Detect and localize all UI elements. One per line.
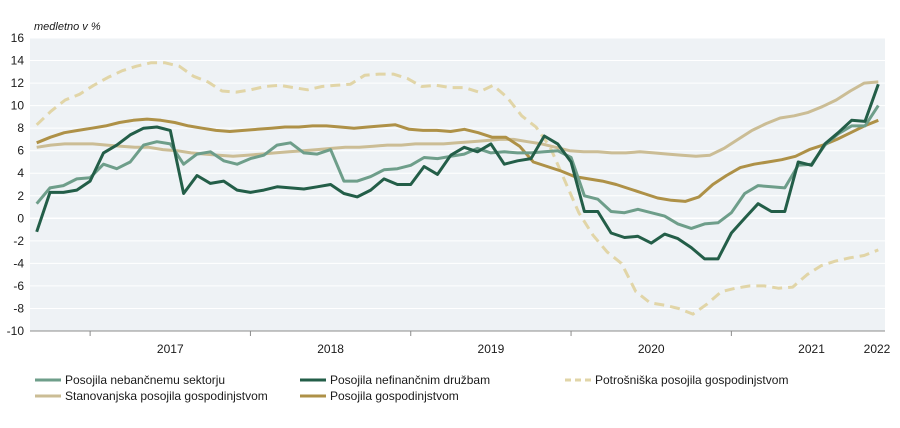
unit-label: medletno v %: [34, 21, 101, 33]
y-tick-label: -8: [13, 301, 24, 315]
y-tick-label: 0: [17, 211, 24, 225]
legend-label: Posojila gospodinjstvom: [330, 389, 459, 403]
y-tick-label: 16: [11, 31, 25, 45]
x-tick-label: 2022: [864, 342, 891, 356]
series-line: [35, 61, 879, 316]
legend-label: Stanovanjska posojila gospodinjstvom: [65, 389, 268, 403]
y-tick-label: 12: [11, 76, 25, 90]
series-line: [35, 104, 880, 230]
series-lines: [35, 61, 880, 316]
y-tick-label: -10: [7, 324, 25, 338]
axes: 16 14 12 10 8 6 4 2 0 -2 -4 -6 -8 -10 2017 2018 2019 2020…: [7, 31, 891, 356]
y-tick-label: -2: [13, 234, 24, 248]
y-tick-label: 4: [17, 166, 24, 180]
y-tick-label: 2: [17, 189, 24, 203]
legend: Posojila nebančnemu sektorju Posojila nef…: [35, 373, 788, 403]
x-tick-label: 2019: [478, 342, 505, 356]
y-tick-label: -6: [13, 279, 24, 293]
legend-label: Posojila nefinančnim družbam: [330, 373, 490, 387]
x-tick-label: 2020: [638, 342, 665, 356]
y-tick-label: -4: [13, 256, 24, 270]
x-tick-label: 2017: [157, 342, 184, 356]
x-tick-label: 2021: [798, 342, 825, 356]
x-tick-label: 2018: [317, 342, 344, 356]
y-tick-label: 14: [11, 54, 25, 68]
series-line: [36, 117, 879, 203]
legend-label: Potrošniška posojila gospodinjstvom: [595, 373, 788, 387]
y-tick-label: 10: [11, 99, 25, 113]
y-tick-label: 6: [17, 144, 24, 158]
y-tick-label: 8: [17, 121, 24, 135]
series-line: [36, 80, 879, 158]
series-line: [35, 83, 880, 261]
legend-label: Posojila nebančnemu sektorju: [65, 373, 225, 387]
